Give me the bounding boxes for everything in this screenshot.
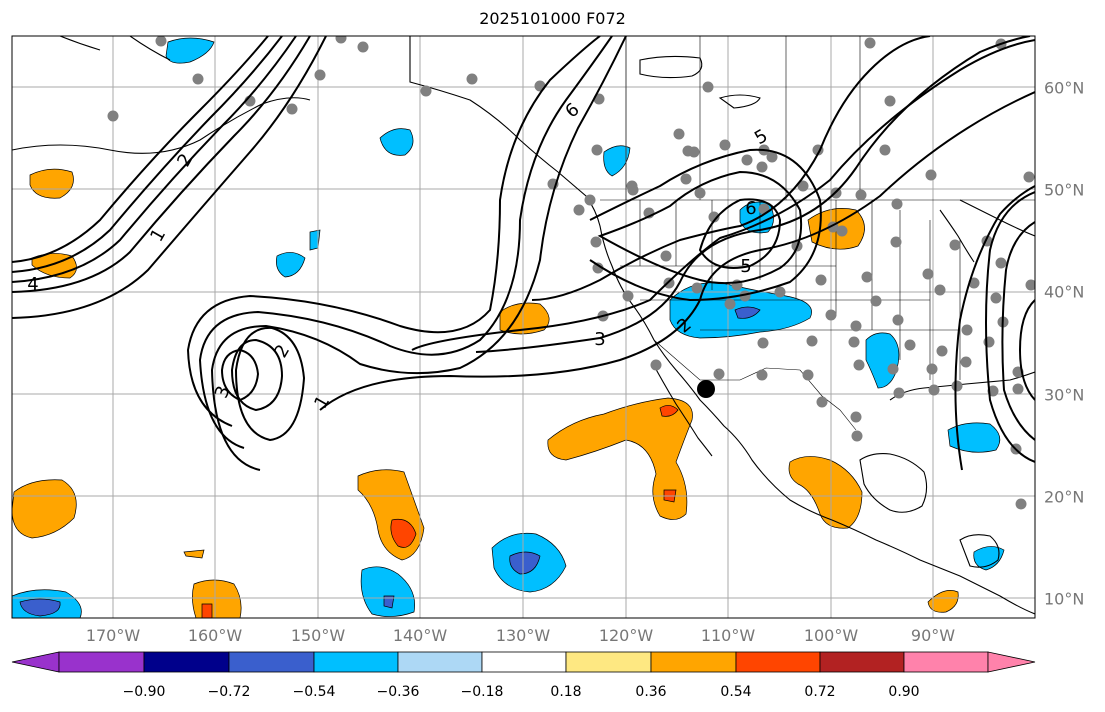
figure-title: 2025101000 F072 [479, 9, 626, 28]
lat-label: 60°N [1044, 78, 1085, 98]
station-dots [107, 36, 1035, 510]
anomaly-shading [12, 37, 1005, 618]
colorbar-tick-label: −0.18 [460, 684, 504, 700]
contour-label: 6 [561, 99, 583, 122]
colorbar-tick-label: 0.90 [888, 684, 920, 700]
colorbar-tick-label: 0.54 [720, 684, 752, 700]
lon-label: 120°W [598, 626, 654, 645]
colorbar-tick-label: −0.36 [376, 684, 420, 700]
political-borders [600, 36, 1035, 431]
contour-label: 1 [146, 225, 170, 245]
colorbar-max-extend [987, 651, 1036, 673]
lon-label: 160°W [187, 626, 243, 645]
colorbar-tick-label: 0.18 [550, 684, 582, 700]
contour-label: 3 [594, 329, 605, 350]
lat-label: 50°N [1044, 180, 1085, 200]
lat-label: 40°N [1044, 282, 1085, 302]
lon-label: 90°W [910, 626, 956, 645]
colorbar-tick-label: 0.72 [804, 684, 836, 700]
lat-label: 30°N [1044, 385, 1085, 405]
lat-label: 20°N [1044, 487, 1085, 507]
contour-label: 2 [173, 150, 197, 170]
contour-label: 5 [740, 256, 751, 277]
lon-label: 100°W [803, 626, 859, 645]
lon-label: 170°W [85, 626, 141, 645]
location-marker [697, 380, 715, 398]
lat-label: 10°N [1044, 589, 1085, 609]
coastlines [12, 36, 1035, 615]
lon-label: 150°W [290, 626, 346, 645]
contour-label: 1 [310, 392, 334, 412]
colorbar-tick-label: −0.54 [292, 684, 336, 700]
colorbar-tick-label: −0.90 [122, 684, 166, 700]
map-frame [11, 35, 1036, 619]
lon-label: 140°W [392, 626, 448, 645]
colorbar [11, 651, 1036, 673]
height-contours [12, 36, 1035, 471]
colorbar-tick-label: 0.36 [635, 684, 667, 700]
colorbar-tick-label: −0.72 [207, 684, 251, 700]
contour-label: 2 [270, 341, 294, 361]
gridlines [12, 36, 1035, 618]
contour-label: 6 [745, 198, 756, 219]
colorbar-min-extend [11, 651, 60, 673]
lon-label: 130°W [495, 626, 551, 645]
contour-label: 5 [751, 125, 771, 149]
lon-label: 110°W [700, 626, 756, 645]
contour-label: 4 [27, 274, 38, 295]
